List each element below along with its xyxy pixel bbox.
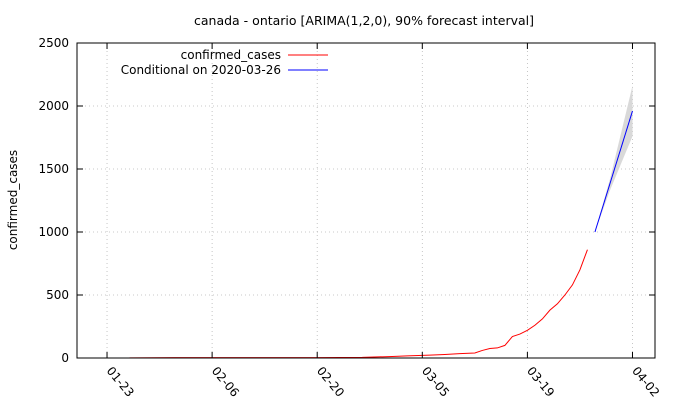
grid-layer xyxy=(77,43,655,358)
x-tick-label: 03-05 xyxy=(419,364,452,400)
tick-layer: 0 500 1000 1500 2000 2500 01-23 02-06 02-20 03-05… xyxy=(38,36,662,400)
legend-label-2: Conditional on 2020-03-26 xyxy=(121,63,281,77)
legend-label-1: confirmed_cases xyxy=(181,48,281,62)
x-tick-label: 02-06 xyxy=(209,364,242,400)
x-tick-label: 03-19 xyxy=(524,364,557,400)
series-layer xyxy=(129,110,633,359)
x-tick-label: 04-02 xyxy=(629,364,662,400)
forecast-interval-band xyxy=(594,85,633,232)
forecast-band-layer xyxy=(594,85,633,232)
y-tick-label: 2500 xyxy=(38,36,69,50)
y-tick-label: 1500 xyxy=(38,162,69,176)
x-tick-label: 01-23 xyxy=(104,364,137,400)
x-tick-label: 02-20 xyxy=(314,364,347,400)
y-tick-label: 500 xyxy=(46,288,69,302)
y-axis-label: confirmed_cases xyxy=(6,150,20,250)
y-tick-label: 1000 xyxy=(38,225,69,239)
chart-title: canada - ontario [ARIMA(1,2,0), 90% fore… xyxy=(194,13,534,28)
series-line-2 xyxy=(594,110,633,233)
y-tick-label: 0 xyxy=(61,351,69,365)
plot-frame xyxy=(76,42,656,359)
y-tick-label: 2000 xyxy=(38,99,69,113)
series-line-1 xyxy=(129,249,588,359)
